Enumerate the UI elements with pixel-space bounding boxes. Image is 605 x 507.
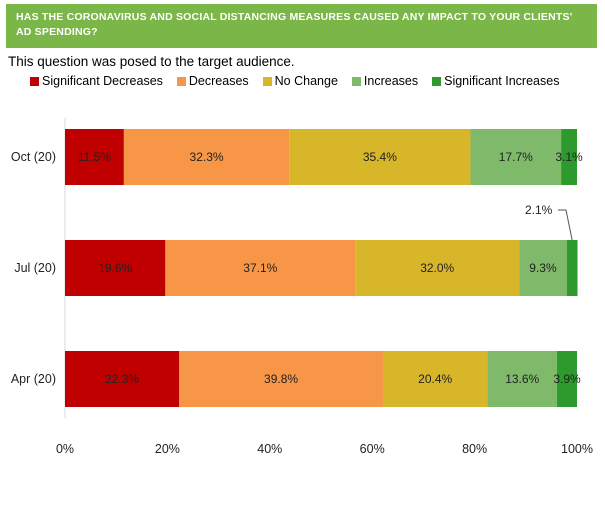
data-label: 13.6% xyxy=(505,372,539,386)
bar-segment xyxy=(65,351,180,407)
bar-segment xyxy=(487,351,558,407)
x-tick-label: 0% xyxy=(56,442,74,456)
bar-segment xyxy=(382,351,488,407)
category-label: Jul (20) xyxy=(14,261,56,275)
data-label: 39.8% xyxy=(264,372,298,386)
bar-segment xyxy=(519,240,567,296)
bar-segment xyxy=(65,129,124,185)
data-label: 9.3% xyxy=(529,261,557,275)
bar-segment xyxy=(470,129,562,185)
data-label: 3.9% xyxy=(553,372,581,386)
data-label: 11.5% xyxy=(78,150,111,164)
data-label: 3.1% xyxy=(555,150,583,164)
bar-segment xyxy=(179,351,383,407)
data-label: 2.1% xyxy=(525,203,553,217)
bar-segment xyxy=(289,129,471,185)
legend-label: Significant Increases xyxy=(444,74,560,88)
x-tick-label: 40% xyxy=(257,442,282,456)
legend-item-significant-decreases: Significant Decreases xyxy=(30,74,163,88)
legend-swatch xyxy=(176,76,186,86)
legend-label: No Change xyxy=(274,74,338,88)
legend-item-significant-increases: Significant Increases xyxy=(432,74,559,88)
chart-title: HAS THE CORONAVIRUS AND SOCIAL DISTANCIN… xyxy=(16,11,573,38)
bar-segment xyxy=(566,240,578,296)
legend-swatch xyxy=(262,76,272,86)
data-label: 20.4% xyxy=(418,372,452,386)
x-tick-label: 100% xyxy=(561,442,593,456)
bar-segment xyxy=(561,129,577,185)
x-tick-label: 20% xyxy=(155,442,180,456)
legend-item-increases: Increases xyxy=(351,74,419,88)
legend-swatch xyxy=(30,76,39,86)
chart-subtitle: This question was posed to the target au… xyxy=(8,54,295,69)
legend-swatch xyxy=(351,76,361,86)
bar-segment xyxy=(355,240,520,296)
data-label: 17.7% xyxy=(499,150,533,164)
legend-label: Increases xyxy=(363,74,419,88)
bar-segment xyxy=(123,129,290,185)
data-label: 37.1% xyxy=(243,261,277,275)
legend-swatch xyxy=(432,76,442,86)
x-tick-label: 80% xyxy=(462,442,487,456)
category-label: Apr (20) xyxy=(11,372,56,386)
legend-item-decreases: Decreases xyxy=(176,74,249,88)
chart-header: HAS THE CORONAVIRUS AND SOCIAL DISTANCIN… xyxy=(6,4,597,48)
bar-segment xyxy=(557,351,577,407)
data-label: 32.3% xyxy=(190,150,224,164)
data-label: 22.3% xyxy=(105,372,139,386)
legend-label: Decreases xyxy=(188,74,249,88)
bar-segment xyxy=(65,240,166,296)
legend-label: Significant Decreases xyxy=(42,74,163,88)
bar-segment xyxy=(165,240,356,296)
data-label: 32.0% xyxy=(420,261,454,275)
data-label: 35.4% xyxy=(363,150,397,164)
chart-legend: Significant Decreases Decreases No Chang… xyxy=(30,74,559,88)
data-label: 19.6% xyxy=(98,261,132,275)
category-label: Oct (20) xyxy=(11,150,56,164)
leader-line xyxy=(558,209,573,241)
x-tick-label: 60% xyxy=(360,442,385,456)
legend-item-no-change: No Change xyxy=(262,74,338,88)
